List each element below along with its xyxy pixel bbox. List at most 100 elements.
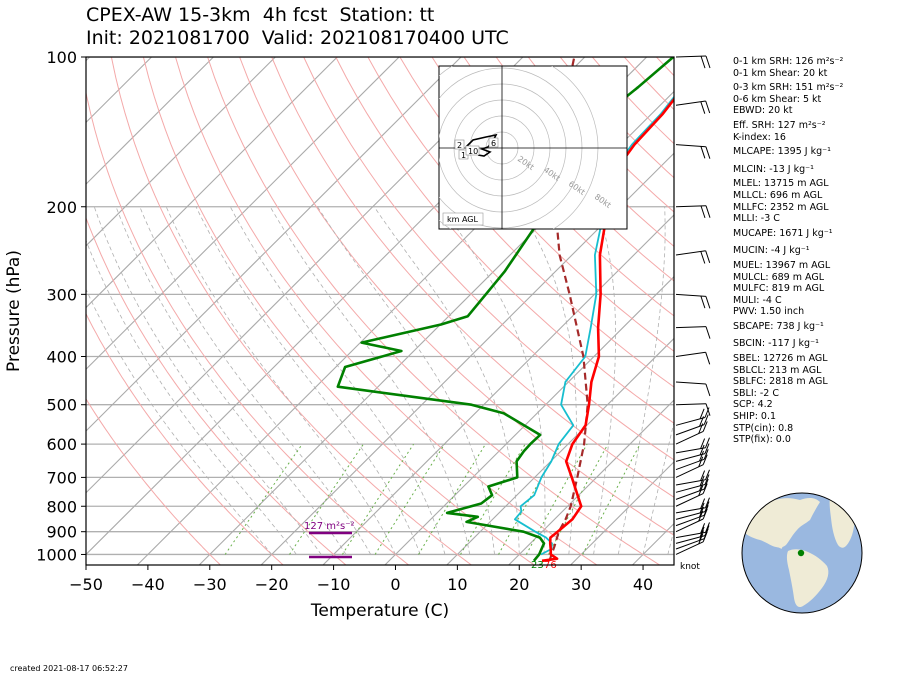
wind-barb [675, 407, 710, 426]
x-tick-label: 20 [509, 575, 529, 594]
moist-adiabat-line [593, 206, 616, 555]
wind-barb [675, 205, 711, 219]
dry-adiabat-line [86, 216, 347, 565]
x-tick-label: 40 [633, 575, 653, 594]
y-tick-label: 600 [46, 435, 77, 454]
moist-adiabat-line [139, 206, 372, 555]
dry-adiabat-line [271, 57, 674, 498]
isotherm-line [86, 57, 276, 247]
stat-line: MLLCL: 696 m AGL [733, 189, 823, 201]
moist-adiabat-line [195, 206, 421, 555]
x-tick-label: −50 [69, 575, 103, 594]
stat-line: STP(fix): 0.0 [733, 434, 791, 446]
stat-line: MLLI: -3 C [733, 213, 780, 225]
dry-adiabat-line [175, 57, 598, 565]
dry-adiabat-line [335, 57, 674, 424]
stat-line: SBLFC: 2818 m AGL [733, 376, 828, 388]
stat-line: MLCIN: -13 J kg⁻¹ [733, 163, 814, 175]
x-tick-label: 0 [390, 575, 400, 594]
hodo-legend: km AGL [447, 215, 479, 224]
srh-label: 127 m²s⁻² [304, 521, 355, 532]
wind-barb [675, 55, 711, 69]
stat-line: MLCAPE: 1395 J kg⁻¹ [733, 146, 831, 158]
hodo-label-6: 6 [491, 139, 496, 148]
mixing-ratio-line [525, 443, 588, 555]
isotherm-line [508, 399, 674, 565]
hodograph-inset: 20kt 40kt 60kt 80kt 2 6 1 10 km AGL [438, 65, 628, 230]
moist-adiabat-line [86, 288, 273, 555]
wind-barb [675, 522, 710, 539]
x-axis-label: Temperature (C) [310, 601, 449, 621]
stat-line: SBLI: -2 C [733, 387, 779, 399]
stat-line: Eff. SRH: 127 m²s⁻² [733, 119, 826, 131]
stat-line: MUCAPE: 1671 J kg⁻¹ [733, 227, 833, 239]
stat-line: SBCIN: -117 J kg⁻¹ [733, 338, 819, 350]
y-tick-label: 800 [46, 497, 77, 516]
y-tick-label: 1000 [36, 545, 77, 564]
y-tick-label: 100 [46, 48, 77, 67]
moist-adiabat-line [642, 420, 674, 555]
moist-adiabat-line [269, 206, 471, 555]
isotherm-line [86, 57, 524, 494]
mixing-ratio-line [374, 443, 446, 555]
x-tick-label: −40 [131, 575, 165, 594]
stat-line: 0-1 km Shear: 20 kt [733, 67, 828, 79]
mixing-ratio-line [582, 443, 641, 555]
hodo-label-10: 10 [468, 147, 478, 156]
hodo-label-1: 1 [461, 151, 466, 160]
moist-adiabat-line [373, 206, 520, 555]
mixing-ratio-line [289, 443, 364, 555]
stat-line: EBWD: 20 kt [733, 105, 793, 117]
moist-adiabat-line [229, 206, 446, 555]
wind-barb [675, 403, 711, 416]
wind-barbs [675, 55, 711, 555]
isotherm-line [86, 57, 462, 432]
dry-adiabat-line [86, 312, 284, 565]
dry-adiabat-line [463, 57, 674, 282]
globe-locator [741, 492, 863, 614]
stat-line: K-index: 16 [733, 131, 786, 143]
axes: −50 −40 −30 −20 −10 0 10 20 30 40 100 200 300 400 500 6… [36, 48, 653, 594]
created-timestamp: created 2021-08-17 06:52:27 [10, 664, 128, 673]
moist-adiabat-line [617, 206, 666, 555]
mixing-ratio-line [341, 443, 415, 555]
dry-adiabat-line [303, 57, 674, 461]
dry-adiabat-line [142, 57, 535, 565]
stat-line: MUEL: 13967 m AGL [733, 259, 831, 271]
isotherm-line [86, 57, 214, 185]
title-line-2: Init: 2021081700 Valid: 202108170400 UTC [86, 27, 509, 49]
south-america-land [786, 549, 829, 608]
x-tick-label: −10 [317, 575, 351, 594]
moist-adiabat-line [86, 239, 297, 555]
moist-adiabat-line [115, 206, 347, 555]
isotherm-line [570, 461, 674, 565]
stat-line: SBEL: 12726 m AGL [733, 353, 828, 365]
wind-barb [675, 469, 710, 486]
dry-adiabat-line [86, 398, 221, 565]
north-america-land [742, 497, 820, 548]
wind-barb [675, 443, 710, 462]
dry-adiabat-line [86, 90, 409, 565]
wind-barb [675, 437, 710, 454]
stat-line: MLLFC: 2352 m AGL [733, 201, 829, 213]
wind-barb [675, 100, 711, 114]
stat-line: SBLCL: 213 m AGL [733, 364, 822, 376]
moist-adiabat-line [441, 206, 546, 555]
stat-line: MLEL: 13715 m AGL [733, 178, 829, 190]
wind-barb [675, 293, 711, 309]
wind-barb [675, 497, 710, 514]
stat-line: SHIP: 0.1 [733, 411, 777, 423]
moist-adiabat-line [317, 206, 495, 555]
dry-adiabat-line [239, 57, 674, 536]
stat-line: SCP: 4.2 [733, 399, 773, 411]
x-tick-label: −20 [255, 575, 289, 594]
stat-line: PWV: 1.50 inch [733, 306, 805, 318]
dry-adiabat-line [110, 57, 472, 565]
wind-barb [675, 351, 711, 365]
wind-barb [675, 449, 709, 471]
isotherm-line [446, 337, 674, 565]
dry-adiabat-line [207, 57, 660, 565]
wind-barb [675, 250, 711, 264]
x-tick-label: 10 [447, 575, 467, 594]
